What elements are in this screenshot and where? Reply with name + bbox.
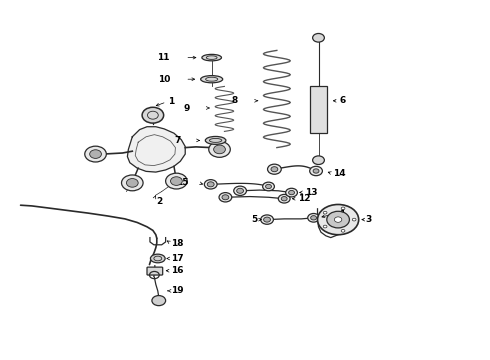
- Text: 10: 10: [158, 75, 170, 84]
- Text: 16: 16: [172, 266, 184, 275]
- Circle shape: [171, 177, 182, 185]
- Circle shape: [323, 211, 327, 214]
- Circle shape: [222, 195, 229, 200]
- Text: 13: 13: [305, 188, 318, 197]
- Circle shape: [234, 186, 246, 195]
- Circle shape: [313, 33, 324, 42]
- Circle shape: [122, 175, 143, 191]
- Circle shape: [264, 217, 270, 222]
- Text: 7: 7: [174, 136, 180, 145]
- Circle shape: [266, 184, 271, 189]
- Ellipse shape: [202, 54, 221, 61]
- Circle shape: [327, 211, 349, 228]
- Circle shape: [308, 213, 319, 222]
- Circle shape: [352, 218, 356, 221]
- Text: 14: 14: [333, 169, 346, 178]
- Circle shape: [152, 296, 166, 306]
- Text: 2: 2: [156, 197, 162, 206]
- Circle shape: [271, 167, 278, 172]
- Circle shape: [268, 164, 281, 174]
- Circle shape: [166, 173, 187, 189]
- Circle shape: [341, 207, 345, 210]
- Circle shape: [286, 188, 297, 197]
- Text: 4: 4: [339, 209, 345, 217]
- Circle shape: [214, 145, 225, 154]
- Circle shape: [219, 193, 232, 202]
- Circle shape: [237, 188, 244, 193]
- Circle shape: [281, 197, 287, 201]
- Circle shape: [142, 107, 164, 123]
- Text: 17: 17: [172, 254, 184, 263]
- Circle shape: [263, 182, 274, 191]
- Text: 6: 6: [340, 96, 346, 105]
- Text: 15: 15: [176, 179, 189, 188]
- Ellipse shape: [205, 136, 226, 144]
- Circle shape: [341, 229, 345, 232]
- Text: 19: 19: [172, 287, 184, 295]
- FancyBboxPatch shape: [147, 267, 163, 275]
- Circle shape: [209, 141, 230, 157]
- Polygon shape: [127, 127, 185, 172]
- Text: 9: 9: [184, 104, 190, 113]
- Circle shape: [85, 146, 106, 162]
- Circle shape: [90, 150, 101, 158]
- Circle shape: [334, 217, 342, 222]
- Circle shape: [323, 225, 327, 228]
- Text: 3: 3: [365, 215, 371, 224]
- Text: 8: 8: [231, 96, 238, 105]
- Text: 18: 18: [172, 239, 184, 248]
- Text: 5: 5: [251, 215, 258, 224]
- Circle shape: [311, 216, 317, 220]
- Text: 12: 12: [298, 194, 311, 203]
- Circle shape: [289, 190, 294, 195]
- Ellipse shape: [150, 254, 165, 263]
- Circle shape: [126, 179, 138, 187]
- Circle shape: [310, 166, 322, 176]
- Bar: [310, 86, 327, 133]
- Text: 1: 1: [168, 97, 174, 107]
- Circle shape: [278, 194, 290, 203]
- Text: 11: 11: [157, 53, 170, 62]
- Circle shape: [261, 215, 273, 224]
- Circle shape: [207, 182, 214, 187]
- Circle shape: [313, 169, 319, 173]
- Circle shape: [204, 180, 217, 189]
- Ellipse shape: [201, 76, 222, 83]
- Circle shape: [318, 204, 359, 235]
- Circle shape: [313, 156, 324, 165]
